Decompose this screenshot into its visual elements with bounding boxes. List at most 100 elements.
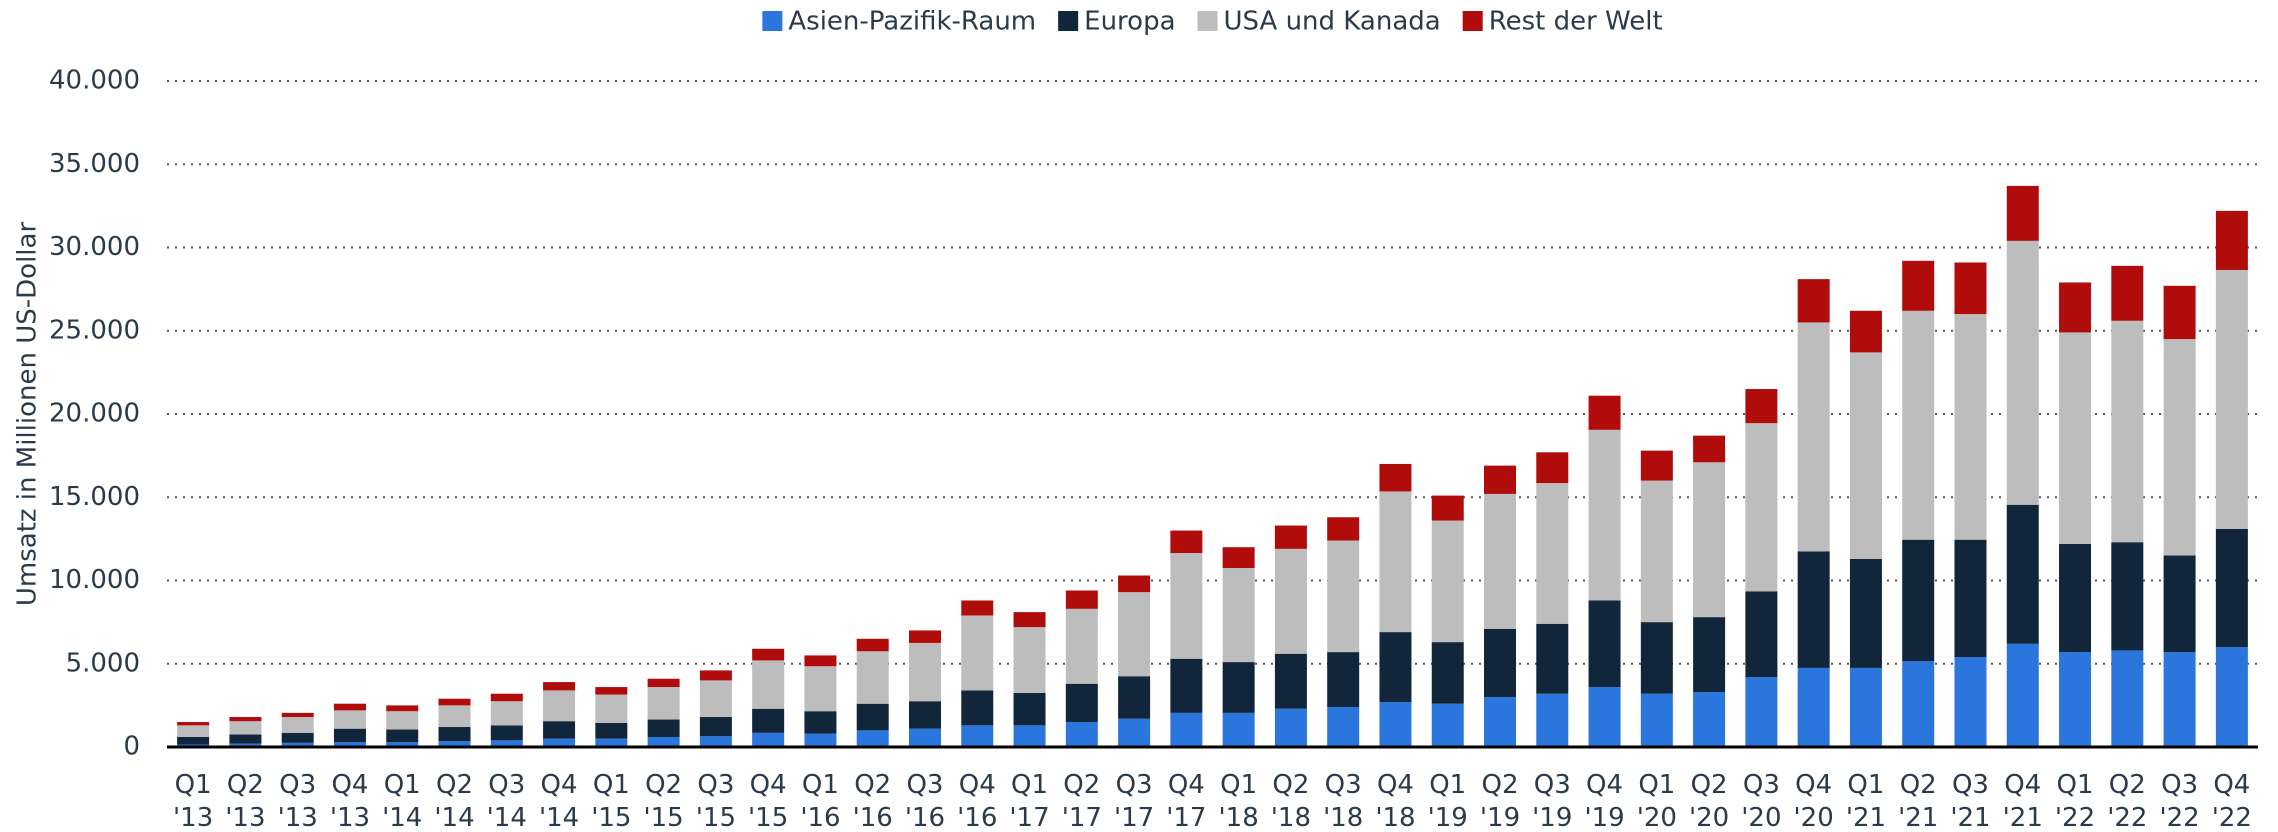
bar-segment <box>908 701 941 729</box>
bar-segment <box>1797 279 1830 323</box>
bar-segment <box>438 727 471 742</box>
bar-segment <box>386 711 419 730</box>
bar-segment <box>1745 423 1778 592</box>
bar-segment <box>229 734 262 744</box>
bar-segment <box>2006 185 2039 241</box>
bar-segment <box>961 690 994 726</box>
y-axis-label: Umsatz in Millionen US-Dollar <box>13 222 43 607</box>
bar-segment <box>1379 491 1412 633</box>
x-tick-label: Q2'18 <box>1271 770 1311 832</box>
y-tick-label: 20.000 <box>49 399 140 429</box>
bar-segment <box>1118 676 1151 719</box>
bar-segment <box>1431 703 1464 747</box>
bar-segment <box>2059 543 2092 653</box>
x-tick-label: Q2'16 <box>853 770 893 832</box>
bar-segment <box>490 701 523 726</box>
bar-segment <box>2215 269 2248 529</box>
bar-segment <box>1745 389 1778 424</box>
bar-segment <box>1588 687 1621 747</box>
bar-segment <box>2111 265 2144 321</box>
bar-segment <box>229 743 262 747</box>
x-tick-label: Q1'15 <box>591 770 631 832</box>
bar-segment <box>1745 677 1778 747</box>
x-tick-label: Q2'22 <box>2107 770 2147 832</box>
x-tick-label: Q4'16 <box>957 770 997 832</box>
x-tick-label: Q3'19 <box>1532 770 1572 832</box>
bar-segment <box>1693 462 1726 618</box>
bar-segment <box>1640 693 1673 747</box>
bar-segment <box>961 600 994 616</box>
bar-segment <box>2111 320 2144 543</box>
bar-segment <box>1222 547 1255 569</box>
bar-segment <box>908 630 941 643</box>
bar-segment <box>2111 650 2144 747</box>
x-tick-label: Q1'16 <box>800 770 840 832</box>
bar-segment <box>1640 480 1673 623</box>
y-tick-label: 40.000 <box>49 66 140 96</box>
x-tick-label: Q1'18 <box>1219 770 1259 832</box>
x-tick-label: Q2'13 <box>225 770 265 832</box>
bar-segment <box>961 615 994 691</box>
bar-segment <box>2059 282 2092 333</box>
x-tick-label: Q3'13 <box>278 770 318 832</box>
bar-segment <box>177 725 210 738</box>
bar-segment <box>2059 332 2092 544</box>
bar-segment <box>1693 617 1726 693</box>
legend-swatch <box>762 11 783 31</box>
bar-segment <box>543 690 576 722</box>
bar-segment <box>804 733 837 747</box>
bar-segment <box>1065 590 1098 609</box>
bar-segment <box>699 680 732 718</box>
bar-segment <box>1274 525 1307 549</box>
bar-segment <box>229 721 262 735</box>
bar-segment <box>1536 623 1569 694</box>
x-tick-label: Q1'20 <box>1637 770 1677 832</box>
bar-segment <box>1327 540 1360 653</box>
x-tick-label: Q3'20 <box>1741 770 1781 832</box>
bar-segment <box>1013 725 1046 747</box>
bar-segment <box>1274 708 1307 747</box>
x-tick-label: Q3'17 <box>1114 770 1154 832</box>
bar-segment <box>1222 712 1255 747</box>
bar-segment <box>1118 575 1151 593</box>
bar-segment <box>333 703 366 711</box>
x-tick-label: Q3'18 <box>1323 770 1363 832</box>
x-tick-label: Q1'22 <box>2055 770 2095 832</box>
bar-segment <box>177 722 210 726</box>
y-tick-label: 5.000 <box>66 648 140 678</box>
bar-segment <box>2111 542 2144 651</box>
bar-segment <box>1536 483 1569 624</box>
x-tick-label: Q3'16 <box>905 770 945 832</box>
legend-swatch <box>1197 11 1218 31</box>
bar-segment <box>595 722 628 739</box>
bar-segment <box>1640 622 1673 694</box>
bar-segment <box>1327 707 1360 747</box>
bar-segment <box>1065 722 1098 747</box>
bar-segment <box>2215 528 2248 648</box>
bar-segment <box>647 687 680 720</box>
bar-segment <box>595 694 628 723</box>
bar-segment <box>333 710 366 729</box>
bar-segment <box>1954 539 1987 658</box>
bar-segment <box>2006 643 2039 747</box>
bar-segment <box>1640 450 1673 481</box>
bar-segment <box>490 740 523 747</box>
bar-segment <box>1902 539 1935 662</box>
bar-segment <box>1327 517 1360 541</box>
x-tick-label: Q4'21 <box>2003 770 2043 832</box>
bar-segment <box>1849 352 1882 559</box>
bar-segment <box>1170 658 1203 713</box>
bar-segment <box>752 732 785 747</box>
bar-segment <box>1379 463 1412 492</box>
legend-swatch <box>1462 11 1483 31</box>
bar-segment <box>1379 632 1412 703</box>
x-tick-label: Q2'19 <box>1480 770 1520 832</box>
x-tick-label: Q1'19 <box>1428 770 1468 832</box>
bar-segment <box>2163 652 2196 747</box>
bar-segment <box>2163 555 2196 653</box>
bar-segment <box>804 711 837 734</box>
bar-segment <box>961 725 994 747</box>
bar-segment <box>699 736 732 747</box>
bar-segment <box>2006 504 2039 644</box>
